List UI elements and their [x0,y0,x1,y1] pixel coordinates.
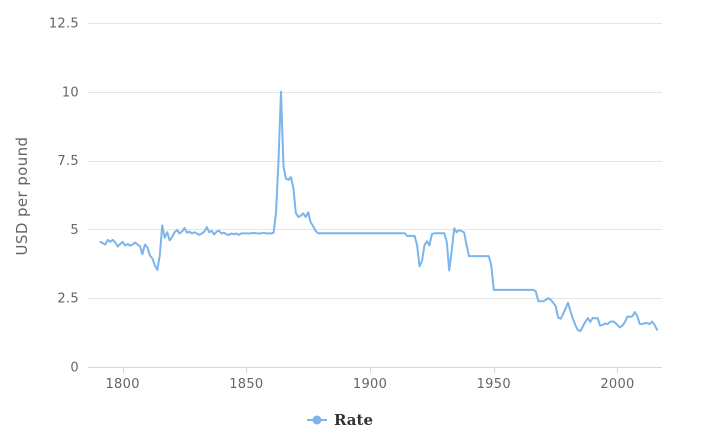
x-tick-label: 1850 [229,377,263,392]
y-tick-label: 0 [70,361,79,376]
legend: Rate [0,411,701,429]
y-tick-label: 10 [62,85,79,100]
x-tick-label: 1900 [353,377,387,392]
x-tick-label: 1800 [105,377,139,392]
line-marker-icon [306,415,327,425]
y-tick-label: 7.5 [57,154,79,169]
legend-label: Rate [333,411,373,429]
x-tick-labels: 1800 1850 1900 1950 2000 [105,377,634,392]
x-tick-marks [123,367,618,373]
y-axis-title: USD per pound [13,137,31,256]
y-tick-labels: 0 2.5 5 7.5 10 12.5 [49,17,79,376]
y-tick-label: 12.5 [49,17,79,32]
x-tick-label: 1950 [477,377,511,392]
y-tick-label: 5 [70,223,79,238]
y-tick-label: 2.5 [57,292,79,307]
legend-item-rate[interactable]: Rate [306,411,373,429]
gridlines [88,23,662,368]
rate-line-series[interactable] [99,90,659,333]
x-tick-label: 2000 [600,377,634,392]
